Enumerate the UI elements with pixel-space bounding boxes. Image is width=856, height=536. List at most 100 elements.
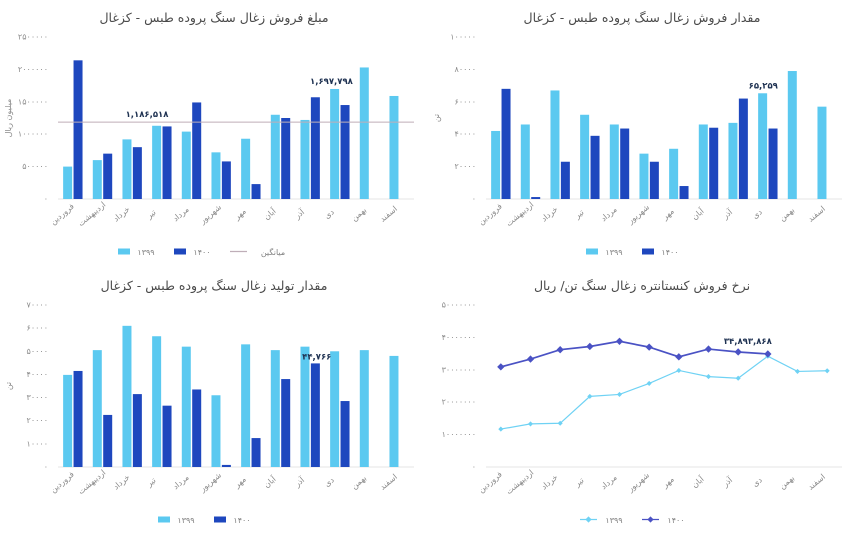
bar xyxy=(359,67,369,200)
bar xyxy=(649,161,659,199)
bar xyxy=(162,126,172,199)
x-axis-tick-label: خرداد xyxy=(539,473,559,492)
bar xyxy=(241,344,251,467)
y-axis-tick-label: ۴۰۰۰۰۰۰۰ xyxy=(442,333,476,342)
x-axis-tick-label: دی xyxy=(751,475,765,488)
bar xyxy=(92,160,102,199)
data-point-marker xyxy=(734,348,742,356)
bar xyxy=(103,153,113,199)
x-axis-tick-label: مهر xyxy=(232,475,248,491)
bar xyxy=(192,389,202,467)
legend-marker xyxy=(585,516,592,523)
x-axis-tick-label: بهمن xyxy=(350,473,369,491)
data-point-marker xyxy=(764,350,772,358)
x-axis-tick-label: مهر xyxy=(660,207,676,223)
data-point-marker xyxy=(497,363,505,371)
y-axis-tick-label: ۶۰۰۰۰ xyxy=(455,97,476,106)
y-axis-tick-label: ۲۰۰۰۰ xyxy=(455,162,476,171)
chart-plot-area: ۱۰۰۰۰۰ ۸۰۰۰۰ ۶۰۰۰۰ ۴۰۰۰۰ ۲۰۰۰۰ ۰ تن ۶۵,۲۵۹ فرورد… xyxy=(432,33,842,257)
bar xyxy=(698,124,708,199)
x-axis-tick-label: آبان xyxy=(689,473,706,489)
x-axis-tick-label: آذر xyxy=(720,474,735,489)
bar xyxy=(491,130,501,199)
legend-swatch xyxy=(118,248,130,255)
x-axis-tick-label: آذر xyxy=(292,474,307,489)
y-axis-tick-label: ۲۰۰۰۰۰۰ xyxy=(18,65,48,74)
x-axis-tick-label: شهریور xyxy=(197,470,223,494)
bar xyxy=(560,161,570,199)
line-series xyxy=(500,340,768,368)
bar xyxy=(609,124,619,199)
y-axis-tick-label: ۴۰۰۰۰ xyxy=(27,370,48,379)
bar xyxy=(580,114,590,199)
x-axis-tick-label: خرداد xyxy=(539,205,559,224)
data-point-marker xyxy=(586,342,594,351)
legend-swatch xyxy=(158,516,170,523)
y-axis-tick-label: ۸۰۰۰۰ xyxy=(455,65,476,74)
bar xyxy=(103,414,113,467)
chart-title-sales-quantity: مقدار فروش زغال سنگ پروده طبس - کزغال xyxy=(523,10,761,25)
legend-marker xyxy=(647,516,654,523)
bar xyxy=(550,90,560,199)
data-point-marker xyxy=(498,426,504,432)
bar xyxy=(389,95,399,199)
chart-sales-quantity: مقدار فروش زغال سنگ پروده طبس - کزغال ۱۰… xyxy=(428,0,856,268)
bar xyxy=(181,131,191,199)
y-axis-tick-label: ۱۰۰۰۰۰۰ xyxy=(18,130,48,139)
bar xyxy=(330,351,340,467)
x-axis-tick-label: اردیبهشت xyxy=(76,200,107,228)
bar xyxy=(281,379,291,467)
y-axis-tick-label: ۰ xyxy=(44,463,48,472)
y-axis-title: میلیون ریال xyxy=(4,99,13,138)
y-axis-tick-label: ۱۰۰۰۰ xyxy=(27,439,48,448)
bar xyxy=(122,139,132,199)
x-axis-tick-label: آذر xyxy=(720,206,735,221)
chart-title-production-quantity: مقدار تولید زغال سنگ پروده طبس - کزغال xyxy=(100,278,328,293)
data-point-marker xyxy=(615,337,624,345)
data-point-marker xyxy=(675,353,683,361)
bar xyxy=(132,394,142,467)
y-axis-tick-label: ۵۰۰۰۰۰۰۰ xyxy=(442,301,476,310)
bar xyxy=(241,138,251,199)
bar xyxy=(221,464,231,467)
y-axis-tick-label: ۰ xyxy=(472,195,476,204)
bar xyxy=(501,88,511,199)
bar xyxy=(531,197,541,199)
x-axis-tick-label: خرداد xyxy=(111,473,131,492)
x-axis-tick-label: خرداد xyxy=(111,205,131,224)
data-point-marker xyxy=(676,367,682,373)
x-axis-tick-label: دی xyxy=(323,475,337,488)
bar xyxy=(340,401,350,467)
x-axis-tick-label: مهر xyxy=(660,475,676,491)
data-point-marker xyxy=(527,421,534,427)
bar xyxy=(330,88,340,199)
y-axis-tick-label: ۱۵۰۰۰۰۰ xyxy=(18,97,48,106)
x-axis-tick-label: شهریور xyxy=(625,202,651,226)
bar xyxy=(300,346,310,467)
bar xyxy=(817,106,827,199)
bar xyxy=(679,186,689,199)
bar xyxy=(221,161,231,199)
y-axis-title: تن xyxy=(432,114,441,122)
bar xyxy=(270,350,280,467)
y-axis-tick-label: ۲۰۰۰۰۰۰۰ xyxy=(442,398,476,407)
x-axis-tick-label: آبان xyxy=(261,205,278,221)
chart-plot-area: ۲۵۰۰۰۰۰ ۲۰۰۰۰۰۰ ۱۵۰۰۰۰۰ ۱۰۰۰۰۰۰ ۵۰۰۰۰۰ ۰ میلیو… xyxy=(4,33,414,257)
y-axis-tick-label: ۰ xyxy=(44,195,48,204)
y-axis-tick-label: ۵۰۰۰۰ xyxy=(27,347,48,356)
x-axis-tick-label: اسفند xyxy=(806,204,827,223)
data-point-marker xyxy=(735,375,741,381)
bar xyxy=(152,125,162,199)
x-axis-tick-label: اسفند xyxy=(378,204,399,223)
legend-label: ۱۳۹۹ xyxy=(177,516,194,525)
x-axis-tick-label: شهریور xyxy=(197,202,223,226)
line-series xyxy=(500,355,828,430)
x-axis-tick-label: مرداد xyxy=(599,473,619,491)
x-axis-tick-label: بهمن xyxy=(778,473,797,491)
x-axis-tick-label: تیر xyxy=(572,208,585,221)
bar xyxy=(63,374,73,467)
bar xyxy=(270,114,280,199)
x-axis-tick-label: بهمن xyxy=(350,205,369,223)
y-axis-tick-label: ۰ xyxy=(472,463,476,472)
legend-swatch xyxy=(214,516,226,523)
